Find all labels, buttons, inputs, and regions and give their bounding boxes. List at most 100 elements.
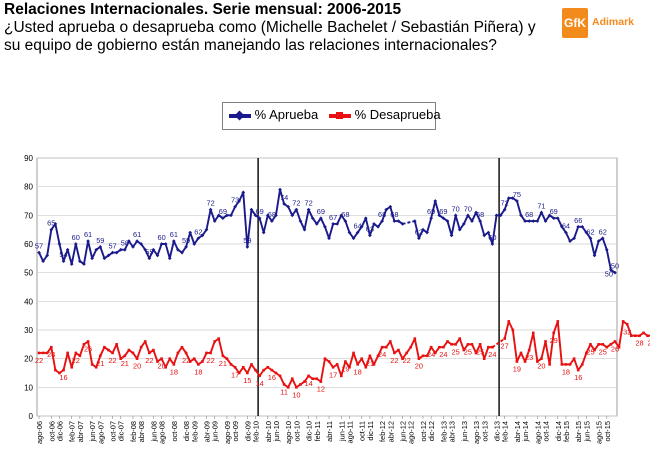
x-tick-label-abr-13: abr-13 xyxy=(448,421,457,442)
point-disapprove-87 xyxy=(393,351,396,355)
point-disapprove-68 xyxy=(315,377,319,381)
point-disapprove-120 xyxy=(527,348,531,352)
point-approve-97 xyxy=(433,199,438,203)
point-disapprove-46 xyxy=(225,357,229,360)
x-tick-label-jun-13: jun-13 xyxy=(460,421,469,443)
point-approve-139 xyxy=(604,247,609,252)
point-approve-50 xyxy=(241,190,246,195)
point-disapprove-103 xyxy=(458,337,462,340)
point-disapprove-78 xyxy=(356,363,359,366)
point-disapprove-98 xyxy=(438,345,441,349)
x-tick-label-ago-09: ago-09 xyxy=(223,421,232,444)
point-approve-87 xyxy=(392,219,397,223)
point-disapprove-5 xyxy=(58,371,61,375)
x-tick-label-oct-10: oct-10 xyxy=(292,421,301,442)
point-approve-59 xyxy=(278,187,282,192)
point-disapprove-85 xyxy=(384,345,388,349)
point-disapprove-30 xyxy=(160,357,163,360)
data-label-disapprove-123: 20 xyxy=(537,362,545,371)
x-tick-label-feb-13: feb-13 xyxy=(439,421,448,442)
point-approve-63 xyxy=(294,207,299,212)
data-label-approve-123: 71 xyxy=(537,201,545,210)
data-label-disapprove-51: 15 xyxy=(243,376,251,385)
point-approve-108 xyxy=(478,219,483,223)
point-disapprove-146 xyxy=(634,334,637,338)
point-approve-46 xyxy=(225,213,229,218)
point-approve-33 xyxy=(171,239,176,243)
point-approve-89 xyxy=(400,222,405,226)
point-disapprove-63 xyxy=(295,386,298,389)
data-label-disapprove-90: 22 xyxy=(403,356,411,365)
x-tick-label-abr-09: abr-09 xyxy=(203,421,212,442)
point-disapprove-74 xyxy=(339,374,343,378)
point-disapprove-25 xyxy=(139,345,143,349)
data-label-approve-21: 58 xyxy=(121,239,129,248)
x-tick-label-jun-14: jun-14 xyxy=(521,421,530,443)
survey-question: ¿Usted aprueba o desaprueba como (Michel… xyxy=(4,19,536,54)
point-approve-39 xyxy=(196,236,201,241)
point-disapprove-92 xyxy=(413,337,417,340)
point-approve-70 xyxy=(323,224,327,229)
data-label-approve-93: 62 xyxy=(415,227,423,236)
point-disapprove-3 xyxy=(49,345,53,349)
point-approve-102 xyxy=(453,213,458,218)
data-label-disapprove-129: 18 xyxy=(562,367,570,376)
series-disapprove xyxy=(37,320,650,389)
data-label-approve-96: 69 xyxy=(427,207,435,216)
y-tick-label-10: 10 xyxy=(24,383,33,392)
point-approve-45 xyxy=(221,216,225,221)
data-label-disapprove-93: 20 xyxy=(415,362,423,371)
point-approve-73 xyxy=(335,222,340,226)
x-tick-label-ago-10: ago-10 xyxy=(284,421,293,444)
x-tick-label-oct-08: oct-08 xyxy=(170,421,179,442)
point-disapprove-107 xyxy=(474,351,478,355)
point-disapprove-130 xyxy=(568,363,572,366)
point-approve-103 xyxy=(457,227,462,232)
point-approve-88 xyxy=(396,219,401,223)
point-disapprove-133 xyxy=(580,363,584,366)
data-label-approve-48: 73 xyxy=(231,196,239,205)
point-disapprove-57 xyxy=(270,368,274,372)
point-approve-18 xyxy=(110,250,115,255)
data-label-disapprove-21: 21 xyxy=(121,359,129,368)
x-tick-label-abr-11: abr-11 xyxy=(325,421,334,442)
data-label-disapprove-30: 20 xyxy=(157,362,165,371)
y-tick-label-90: 90 xyxy=(24,154,33,163)
point-disapprove-104 xyxy=(462,348,466,352)
point-approve-76 xyxy=(347,230,352,235)
x-tick-label-ago-14: ago-14 xyxy=(533,421,542,444)
point-disapprove-100 xyxy=(446,340,449,343)
x-tick-label-feb-09: feb-09 xyxy=(190,421,199,442)
x-tick-label-jun-10: jun-10 xyxy=(272,421,281,443)
series-gap-dashed-0 xyxy=(491,337,506,348)
data-label-approve-111: 60 xyxy=(488,233,496,242)
point-approve-51 xyxy=(245,245,250,249)
point-approve-44 xyxy=(216,213,221,218)
y-tick-label-30: 30 xyxy=(24,326,33,335)
point-approve-20 xyxy=(118,247,123,252)
x-tick-label-ago-11: ago-11 xyxy=(345,421,354,443)
point-disapprove-148 xyxy=(642,331,645,335)
point-disapprove-11 xyxy=(82,343,86,346)
point-approve-98 xyxy=(437,213,442,218)
point-disapprove-31 xyxy=(164,365,167,369)
point-approve-11 xyxy=(82,262,86,266)
x-tick-label-jun-12: jun-12 xyxy=(399,421,408,443)
x-tick-label-abr-15: abr-15 xyxy=(574,421,583,442)
period-dividers xyxy=(257,158,500,416)
y-tick-label-40: 40 xyxy=(24,297,33,306)
data-label-approve-54: 69 xyxy=(255,207,263,216)
point-disapprove-141 xyxy=(613,340,617,343)
chart-legend: % Aprueba % Desaprueba xyxy=(222,102,441,130)
plot-frame xyxy=(36,157,618,417)
line-chart: 0 10 20 30 40 50 60 70 80 90 ago-06 oct-06 dic-06 fe… xyxy=(24,154,650,444)
chart-title: Relaciones Internacionales. Serie mensua… xyxy=(4,1,402,18)
y-tick-label-0: 0 xyxy=(29,412,34,421)
data-label-approve-6: 54 xyxy=(59,250,67,259)
legend-label-approve: % Aprueba xyxy=(254,107,319,122)
point-disapprove-77 xyxy=(352,351,355,355)
data-label-last-approve: 50 xyxy=(605,270,613,279)
data-label-disapprove-27: 22 xyxy=(145,356,153,365)
point-approve-79 xyxy=(359,224,364,229)
point-approve-82 xyxy=(372,222,376,226)
